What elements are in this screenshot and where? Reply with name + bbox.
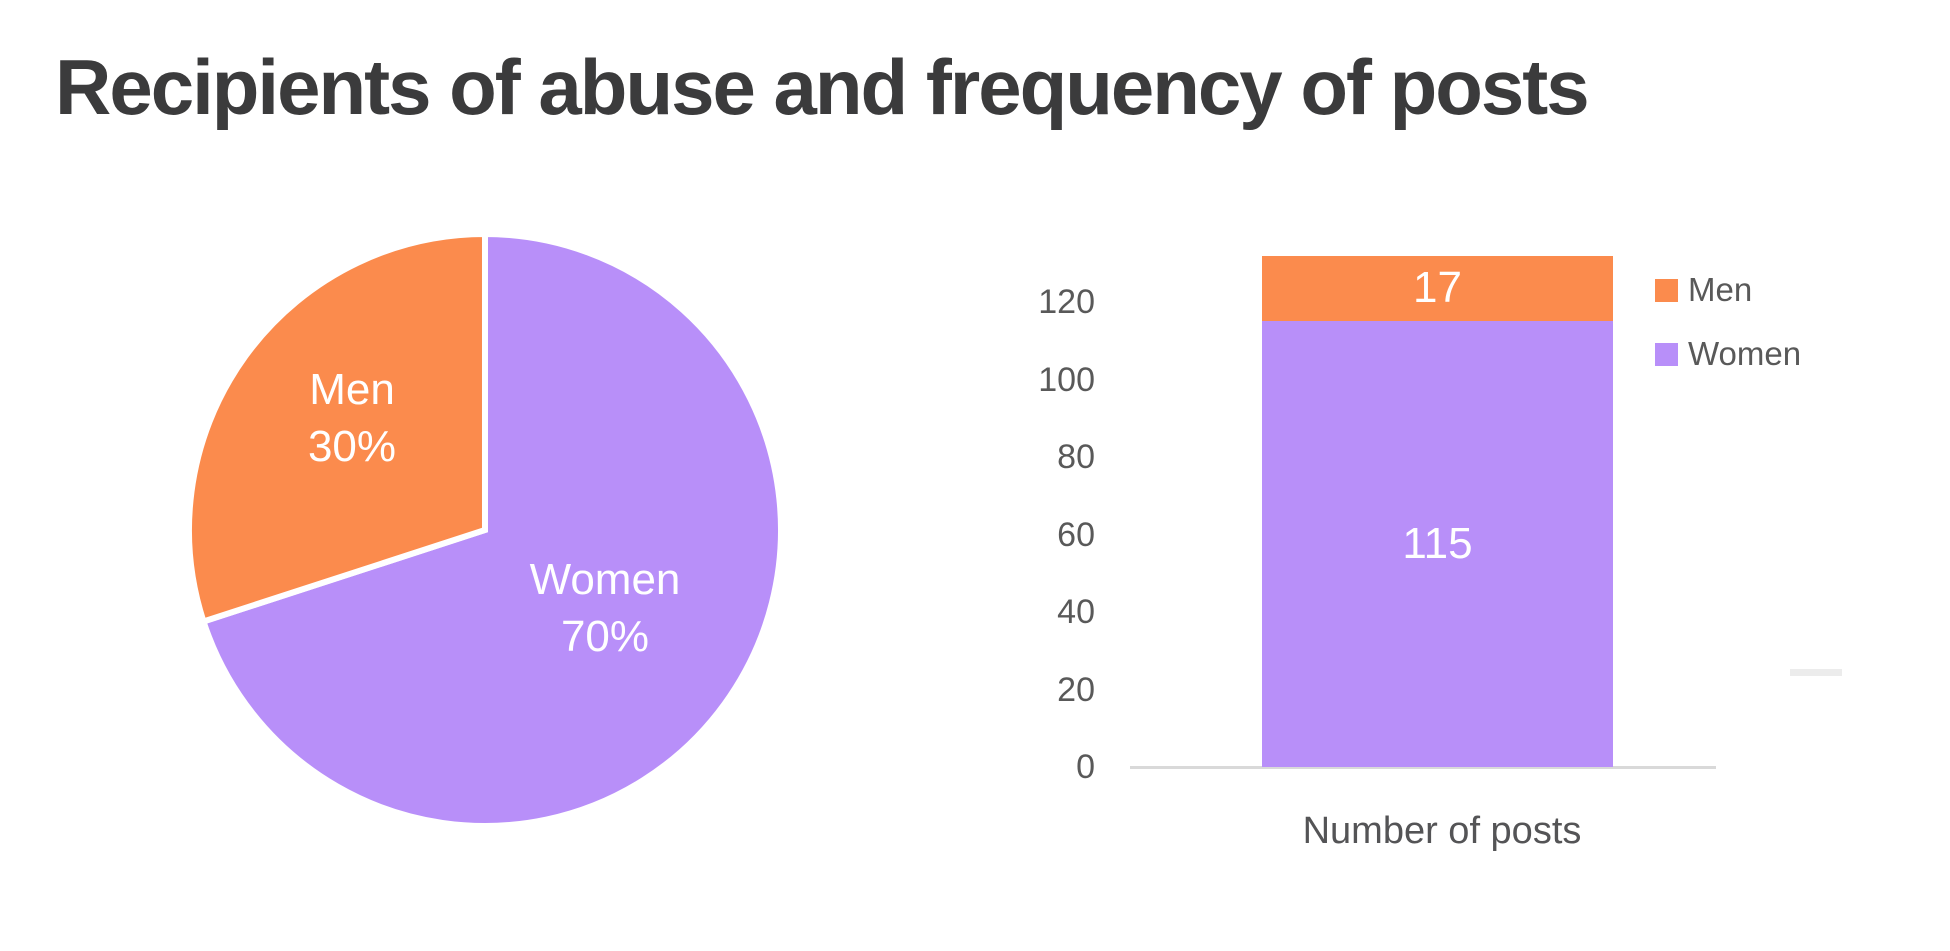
pie-label-men-name: Men [309,365,395,414]
bar-segment-men: 17 [1262,255,1613,322]
legend-item-men: Men [1655,273,1801,307]
pie-slice-women [199,230,784,829]
pie-label-men-percent: 30% [307,422,397,471]
stray-gridline-artifact [1790,669,1842,676]
pie-label-women-name: Women [529,555,681,604]
stacked-bar: 17 115 [1262,255,1613,767]
y-tick-label: 0 [1076,748,1095,786]
bar-value-men: 17 [1413,263,1462,313]
legend: Men Women [1655,273,1801,371]
pie-label-women: Women 70% [455,551,755,665]
x-axis-title: Number of posts [1302,810,1582,852]
legend-swatch-women [1655,342,1678,366]
y-tick-label: 80 [1057,438,1095,476]
y-tick-label: 60 [1057,515,1095,554]
bar-value-women: 115 [1402,519,1473,569]
bar-segment-women: 115 [1262,321,1613,767]
page-title: Recipients of abuse and frequency of pos… [55,43,1590,131]
legend-label-women: Women [1688,335,1802,372]
pie-label-women-percent: 70% [560,612,650,661]
pie-slice-men [186,230,488,626]
legend-item-women: Women [1655,337,1801,371]
y-axis-ticks: 0 20 40 60 80 100 120 [980,0,1095,951]
pie-label-men: Men 30% [202,361,502,475]
x-axis-line [1130,766,1716,769]
y-tick-label: 20 [1057,670,1095,709]
legend-label-men: Men [1688,271,1753,308]
y-tick-label: 120 [1038,283,1095,321]
y-tick-label: 100 [1038,360,1095,399]
y-tick-label: 40 [1057,593,1095,631]
legend-swatch-men [1655,278,1678,302]
pie-chart [186,230,784,829]
